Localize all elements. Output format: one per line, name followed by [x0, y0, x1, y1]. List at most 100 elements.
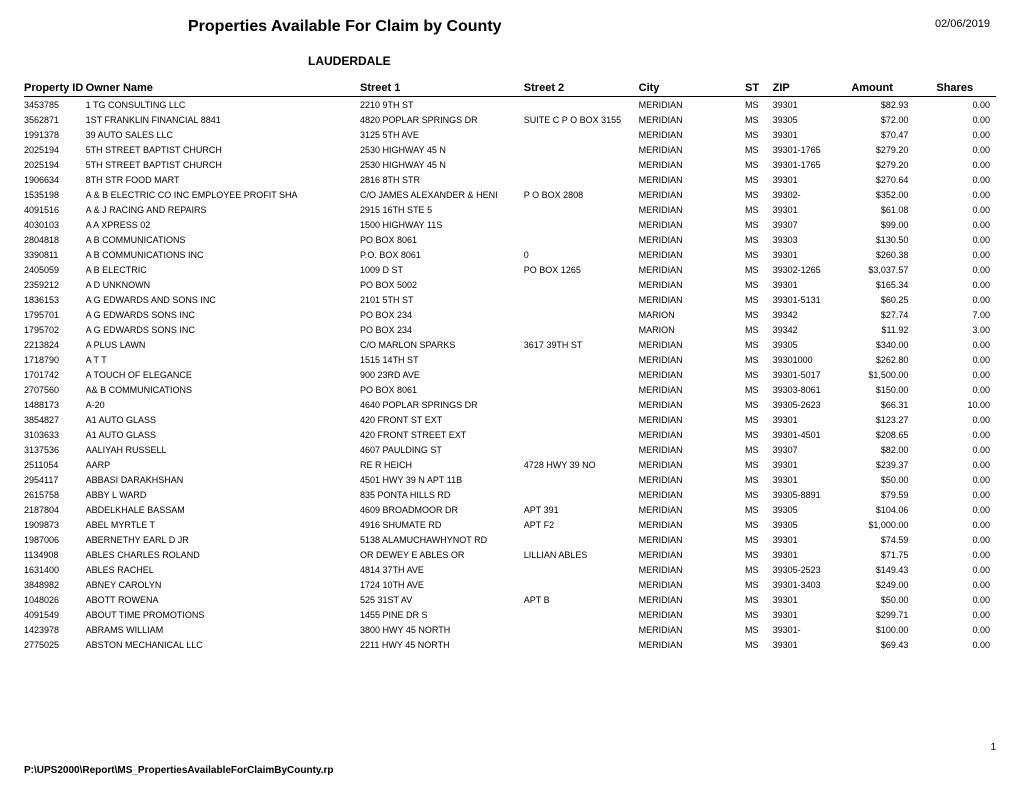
table-cell: 3848982	[24, 577, 86, 592]
table-cell: 2954117	[24, 472, 86, 487]
col-header-street1: Street 1	[360, 82, 524, 97]
table-cell: MS	[745, 637, 773, 652]
col-header-zip: ZIP	[773, 82, 852, 97]
table-cell: 0.00	[936, 187, 996, 202]
table-cell: MS	[745, 127, 773, 142]
table-cell: 1701742	[24, 367, 86, 382]
table-cell: APT 391	[524, 502, 639, 517]
table-cell: 8TH STR FOOD MART	[86, 172, 360, 187]
table-cell: 0.00	[936, 517, 996, 532]
table-row: 35628711ST FRANKLIN FINANCIAL 88414820 P…	[24, 112, 996, 127]
table-cell	[524, 352, 639, 367]
table-row: 1423978ABRAMS WILLIAM3800 HWY 45 NORTHME…	[24, 622, 996, 637]
table-cell: MERIDIAN	[639, 217, 745, 232]
table-cell: AARP	[86, 457, 360, 472]
table-cell: 7.00	[936, 307, 996, 322]
table-cell: 39305	[773, 337, 852, 352]
table-cell: 5TH STREET BAPTIST CHURCH	[86, 142, 360, 157]
table-cell: ABNEY CAROLYN	[86, 577, 360, 592]
table-cell: 3.00	[936, 322, 996, 337]
table-cell: MS	[745, 307, 773, 322]
table-cell	[524, 412, 639, 427]
table-cell: 39301	[773, 547, 852, 562]
table-row: 34537851 TG CONSULTING LLC2210 9TH STMER…	[24, 97, 996, 113]
table-cell: 1836153	[24, 292, 86, 307]
table-row: 2707560A& B COMMUNICATIONSPO BOX 8061MER…	[24, 382, 996, 397]
table-body: 34537851 TG CONSULTING LLC2210 9TH STMER…	[24, 97, 996, 653]
table-cell: ABOUT TIME PROMOTIONS	[86, 607, 360, 622]
table-cell	[524, 277, 639, 292]
table-cell: 39301	[773, 607, 852, 622]
table-cell: $82.93	[851, 97, 936, 113]
table-cell: MERIDIAN	[639, 427, 745, 442]
table-cell: $79.59	[851, 487, 936, 502]
table-cell: $27.74	[851, 307, 936, 322]
table-cell	[524, 577, 639, 592]
table-cell: SUITE C P O BOX 3155	[524, 112, 639, 127]
table-cell: ABRAMS WILLIAM	[86, 622, 360, 637]
table-cell: $123.27	[851, 412, 936, 427]
table-cell: MS	[745, 262, 773, 277]
table-cell: 39301-1765	[773, 142, 852, 157]
table-cell: ABLES RACHEL	[86, 562, 360, 577]
table-cell: MERIDIAN	[639, 127, 745, 142]
table-cell: MS	[745, 97, 773, 113]
table-cell: $279.20	[851, 157, 936, 172]
table-cell: $150.00	[851, 382, 936, 397]
col-header-owner-name: Owner Name	[86, 82, 360, 97]
table-cell: 0.00	[936, 412, 996, 427]
table-cell: MERIDIAN	[639, 247, 745, 262]
table-cell: ABBASI DARAKHSHAN	[86, 472, 360, 487]
table-cell: MS	[745, 457, 773, 472]
table-cell: MERIDIAN	[639, 232, 745, 247]
table-cell: 0.00	[936, 142, 996, 157]
table-cell: PO BOX 8061	[360, 232, 524, 247]
table-cell: 39305	[773, 502, 852, 517]
table-cell: $50.00	[851, 472, 936, 487]
table-cell: 39301-	[773, 622, 852, 637]
table-cell: 2405059	[24, 262, 86, 277]
table-cell: ABLES CHARLES ROLAND	[86, 547, 360, 562]
table-cell: MERIDIAN	[639, 607, 745, 622]
table-cell: 39301-4501	[773, 427, 852, 442]
table-cell: MERIDIAN	[639, 442, 745, 457]
table-cell: A PLUS LAWN	[86, 337, 360, 352]
table-cell	[524, 607, 639, 622]
table-cell: 39302-1265	[773, 262, 852, 277]
table-cell: A D UNKNOWN	[86, 277, 360, 292]
table-cell: $74.59	[851, 532, 936, 547]
table-cell: $130.50	[851, 232, 936, 247]
table-cell: MS	[745, 292, 773, 307]
col-header-city: City	[639, 82, 745, 97]
table-cell: 0.00	[936, 277, 996, 292]
table-cell: $1,000.00	[851, 517, 936, 532]
table-cell: 0.00	[936, 382, 996, 397]
file-path: P:\UPS2000\Report\MS_PropertiesAvailable…	[24, 765, 996, 776]
table-cell	[524, 127, 639, 142]
table-cell: 0.00	[936, 547, 996, 562]
table-cell: MS	[745, 337, 773, 352]
table-cell: 2804818	[24, 232, 86, 247]
col-header-shares: Shares	[936, 82, 996, 97]
table-cell: 2530 HIGHWAY 45 N	[360, 142, 524, 157]
table-cell: $340.00	[851, 337, 936, 352]
table-row: 1987006ABERNETHY EARL D JR5138 ALAMUCHAW…	[24, 532, 996, 547]
table-cell: 39303	[773, 232, 852, 247]
table-cell: MS	[745, 427, 773, 442]
table-cell: 1906634	[24, 172, 86, 187]
table-cell: 4728 HWY 39 NO	[524, 457, 639, 472]
table-row: 2187804ABDELKHALE BASSAM4609 BROADMOOR D…	[24, 502, 996, 517]
table-row: 1836153A G EDWARDS AND SONS INC2101 5TH …	[24, 292, 996, 307]
table-header-row: Property ID Owner Name Street 1 Street 2…	[24, 82, 996, 97]
table-cell: MERIDIAN	[639, 412, 745, 427]
table-cell: 2101 5TH ST	[360, 292, 524, 307]
table-cell: MERIDIAN	[639, 352, 745, 367]
table-cell: A TOUCH OF ELEGANCE	[86, 367, 360, 382]
table-cell: 3453785	[24, 97, 86, 113]
table-cell: A & B ELECTRIC CO INC EMPLOYEE PROFIT SH…	[86, 187, 360, 202]
table-cell: 39301-5131	[773, 292, 852, 307]
table-cell: 420 FRONT ST EXT	[360, 412, 524, 427]
table-row: 3390811A B COMMUNICATIONS INCP.O. BOX 80…	[24, 247, 996, 262]
table-cell: 5138 ALAMUCHAWHYNOT RD	[360, 532, 524, 547]
table-cell: 4916 SHUMATE RD	[360, 517, 524, 532]
